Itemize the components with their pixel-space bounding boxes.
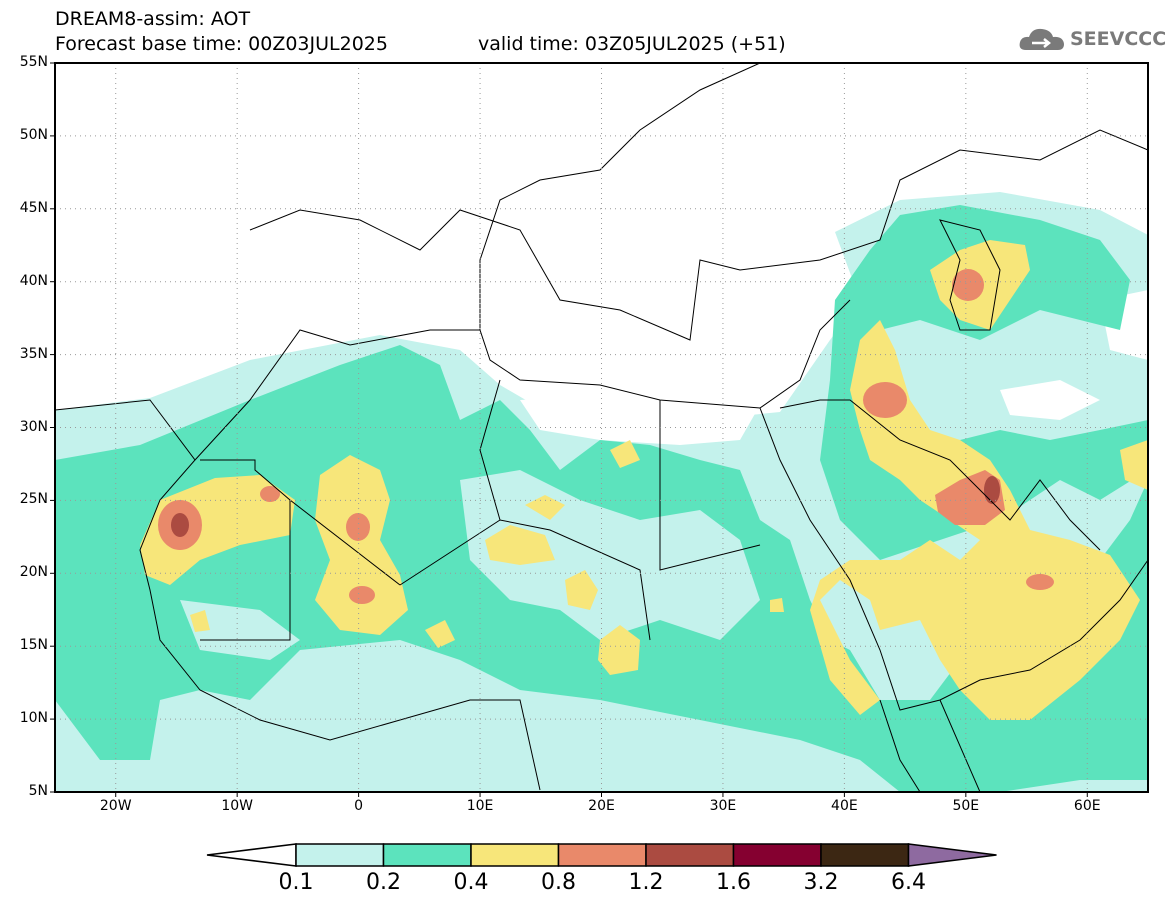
aot-band-1.2-1.6: [171, 513, 189, 537]
graticule: [55, 63, 1148, 792]
colorbar-swatch: [557, 843, 647, 867]
aot-gap: [520, 290, 1148, 580]
lon-label: 20E: [588, 798, 615, 814]
lat-label: 30N: [19, 418, 48, 435]
logo-text: SEEVCCC: [1070, 28, 1165, 50]
lon-label: 20W: [99, 798, 132, 814]
lon-label: 10E: [466, 798, 494, 814]
lat-label: 35N: [19, 345, 48, 362]
colorbar-level-label: 0.1: [278, 870, 314, 895]
colorbar: [206, 843, 997, 867]
lon-label: 50E: [952, 798, 980, 814]
colorbar-level-label: 1.2: [628, 870, 664, 895]
colorbar-swatch: [382, 843, 472, 867]
colorbar-level-label: 6.4: [891, 870, 926, 895]
map-title: DREAM8-assim: AOT: [55, 8, 251, 30]
colorbar-swatch: [820, 843, 910, 867]
colorbar-over-triangle: [907, 843, 997, 867]
lon-label: 30E: [709, 798, 737, 814]
colorbar-level-label: 0.2: [366, 870, 401, 895]
lat-label: 5N: [28, 783, 48, 799]
colorbar-level-label: 0.8: [541, 870, 576, 895]
lat-label: 45N: [19, 199, 48, 216]
colorbar-level-label: 0.4: [453, 870, 489, 895]
lat-label: 20N: [19, 564, 48, 581]
colorbar-level-label: 3.2: [803, 870, 839, 895]
colorbar-swatch: [295, 843, 385, 867]
colorbar-under-triangle: [206, 843, 297, 867]
lon-label: 60E: [1073, 798, 1101, 814]
lon-label: 40E: [831, 798, 858, 814]
lat-label: 15N: [19, 637, 48, 654]
colorbar-swatch: [732, 843, 822, 867]
aot-gap: [180, 470, 760, 660]
lat-label: 40N: [19, 272, 48, 289]
aot-field: [55, 192, 1148, 792]
lon-label: 0: [354, 798, 364, 814]
valid-time: valid time: 03Z05JUL2025 (+51): [478, 33, 786, 55]
lat-label: 25N: [19, 491, 48, 508]
axis-ticks: [50, 62, 1088, 797]
lon-label: 10W: [221, 798, 253, 814]
forecast-base-time: Forecast base time: 00Z03JUL2025: [55, 33, 388, 55]
aot-band-1.2-1.6: [984, 476, 1000, 504]
colorbar-level-label: 1.6: [716, 870, 751, 895]
colorbar-swatch: [470, 843, 560, 867]
colorbar-swatch: [645, 843, 735, 867]
seevccc-logo: SEEVCCC: [1018, 26, 1165, 52]
cloud-icon: [1019, 28, 1064, 50]
lat-label: 55N: [19, 54, 48, 70]
lat-label: 10N: [19, 710, 48, 727]
lat-label: 50N: [19, 126, 48, 143]
